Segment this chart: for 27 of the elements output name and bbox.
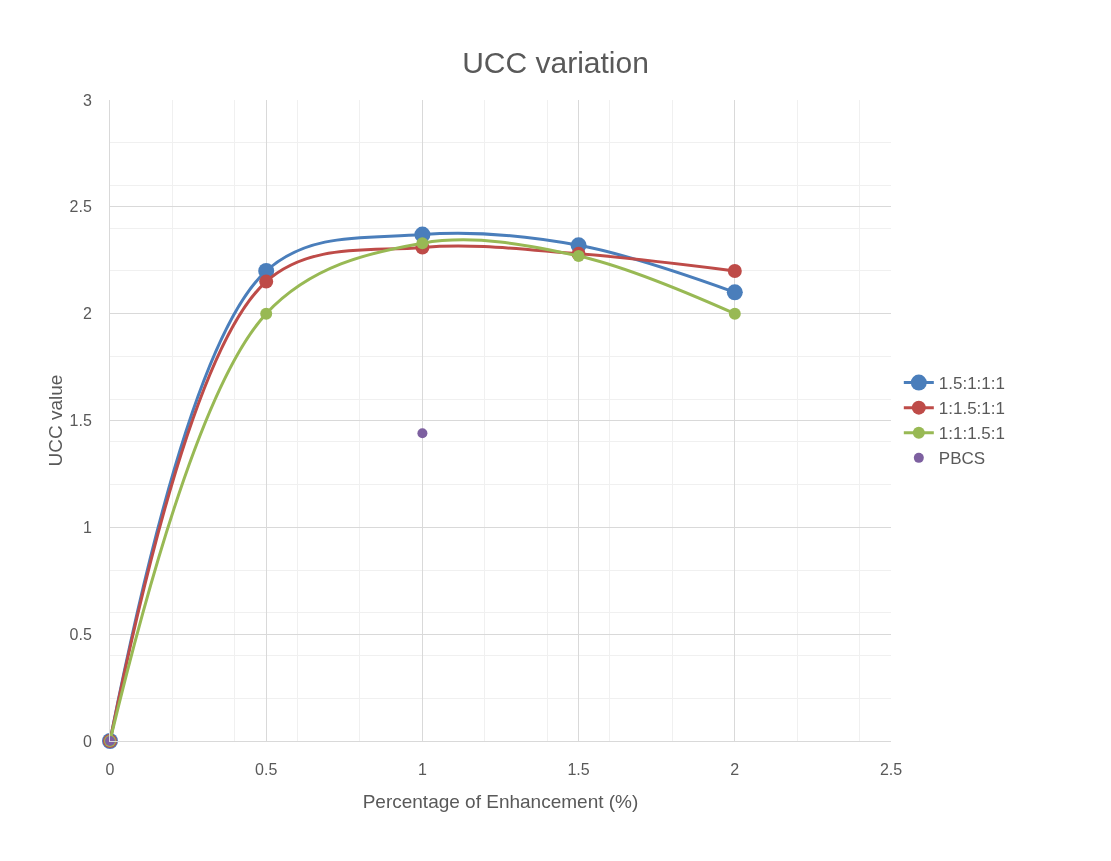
chart-title: UCC variation	[462, 45, 649, 79]
point	[260, 307, 273, 320]
y-tick-label: 0.5	[69, 625, 92, 643]
point	[727, 263, 742, 278]
y-tick-label: 2.5	[69, 198, 92, 216]
x-tick-label: 0	[105, 761, 115, 779]
x-tick-label: 1	[417, 761, 427, 779]
y-tick-label: 1.5	[69, 412, 92, 430]
y-tick-label: 0	[82, 732, 92, 750]
y-tick-label: 3	[82, 91, 92, 109]
point	[417, 428, 428, 439]
y-axis-title: UCC value	[45, 374, 66, 467]
point	[728, 307, 741, 320]
legend-label: 1:1:1.5:1	[938, 424, 1005, 444]
x-tick-label: 2.5	[879, 761, 903, 779]
legend-label: 1.5:1:1:1	[938, 374, 1005, 394]
x-tick-label: 1.5	[567, 761, 590, 779]
x-tick-label: 2	[730, 761, 740, 779]
x-axis-title: Percentage of Enhancement (%)	[362, 791, 639, 812]
point	[726, 284, 743, 301]
x-tick-label: 0.5	[255, 761, 278, 779]
y-tick-label: 1	[82, 518, 92, 536]
legend-label: 1:1.5:1:1	[938, 399, 1005, 419]
point	[416, 237, 429, 250]
point	[259, 274, 274, 289]
legend-label: PBCS	[938, 449, 986, 469]
y-tick-label: 2	[82, 305, 92, 323]
